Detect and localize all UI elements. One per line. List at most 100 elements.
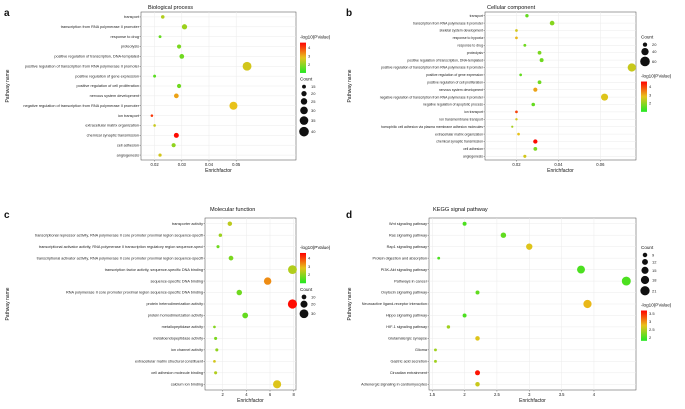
count-legend-label: 15: [652, 268, 657, 273]
pvalue-colorbar-segment: [641, 92, 647, 94]
count-legend-dot: [642, 252, 648, 258]
count-legend-label: 20: [311, 302, 316, 307]
y-axis-title: Pathway name: [347, 69, 353, 102]
count-legend-label: 9: [652, 252, 655, 257]
count-legend-label: 21: [652, 288, 657, 293]
pathway-label: transcriptional activator activity, RNA …: [39, 245, 203, 249]
pvalue-legend-label: 3: [649, 319, 652, 324]
legend: -log10(PValue) 2 3 4 Count 15 20 25 30 35 40: [299, 35, 331, 137]
pathway-label: Rap1 signaling pathway: [387, 245, 427, 249]
count-legend-dot: [300, 98, 308, 105]
data-point: [583, 299, 592, 309]
pvalue-colorbar-segment: [300, 278, 306, 281]
pvalue-colorbar-segment: [641, 320, 647, 322]
pvalue-colorbar-segment: [641, 89, 647, 91]
count-legend-dot: [301, 294, 307, 300]
panel-letter: c: [4, 210, 10, 221]
pvalue-colorbar-segment: [641, 94, 647, 96]
pathway-label: Circadian entrainment: [390, 371, 428, 375]
x-tick-label: 8: [292, 392, 295, 397]
data-point: [236, 289, 243, 296]
count-legend-dot: [299, 126, 309, 137]
x-tick-label: 0.06: [596, 162, 605, 167]
pathway-label: negative regulation of transcription fro…: [380, 95, 484, 99]
data-point: [213, 359, 216, 363]
count-legend-title: Count: [641, 35, 654, 40]
count-legend-dot: [300, 106, 308, 115]
pvalue-colorbar-segment: [300, 276, 306, 279]
data-point: [160, 15, 165, 19]
pvalue-colorbar-segment: [641, 83, 647, 85]
pathway-label: cell adhesion: [463, 147, 483, 151]
data-point: [462, 221, 467, 226]
pvalue-colorbar-segment: [641, 100, 647, 102]
pvalue-colorbar-segment: [300, 254, 306, 257]
data-point: [601, 93, 609, 101]
pvalue-colorbar-segment: [300, 271, 306, 274]
pvalue-colorbar-segment: [641, 101, 647, 103]
pathway-label: positive regulation of gene expression: [426, 73, 483, 77]
legend: Count 20 40 60 -log10(PValue) 2 3 4: [640, 35, 672, 112]
x-axis-title: Enrichfactor: [547, 168, 574, 174]
pvalue-colorbar-segment: [641, 314, 647, 316]
pvalue-colorbar-segment: [300, 262, 306, 265]
pathway-label: transcription factor activity, sequence-…: [105, 268, 203, 272]
pvalue-colorbar-segment: [641, 330, 647, 332]
count-legend-dot: [300, 300, 308, 308]
count-legend-label: 40: [652, 49, 657, 54]
pathway-label: transport: [470, 14, 483, 18]
pvalue-colorbar-segment: [300, 255, 306, 258]
data-point: [158, 35, 162, 39]
pvalue-colorbar-segment: [641, 98, 647, 100]
x-axis-title: Enrichfactor: [205, 168, 232, 174]
pathway-label: response to drug: [111, 35, 140, 39]
pvalue-colorbar-segment: [641, 337, 647, 339]
pathway-label: ion transport: [464, 110, 483, 114]
pathway-label: proteolysis: [121, 45, 139, 49]
pvalue-colorbar-segment: [641, 316, 647, 318]
pathway-label: Pathways in cancer: [394, 279, 428, 283]
pvalue-colorbar-segment: [300, 68, 306, 70]
pvalue-colorbar-segment: [300, 45, 306, 47]
pathway-label: nervous system development: [90, 94, 140, 98]
pvalue-colorbar-segment: [300, 50, 306, 52]
pvalue-legend-label: 4: [649, 84, 652, 89]
pvalue-colorbar-segment: [300, 257, 306, 260]
pvalue-colorbar-segment: [300, 46, 306, 48]
data-point: [525, 14, 529, 18]
pathway-label: negative regulation of transcription fro…: [23, 104, 139, 108]
pvalue-colorbar-segment: [641, 102, 647, 104]
data-point: [523, 43, 527, 47]
data-point: [181, 24, 188, 30]
count-legend-dot: [299, 309, 309, 319]
pvalue-colorbar-segment: [641, 81, 647, 83]
data-point: [158, 153, 162, 157]
pvalue-colorbar-segment: [300, 264, 306, 267]
data-point: [173, 93, 179, 99]
count-legend-label: 60: [652, 59, 657, 64]
count-legend-dot: [640, 56, 650, 67]
count-legend-dot: [642, 42, 648, 47]
pvalue-colorbar-segment: [641, 317, 647, 319]
pathway-label: transcriptional activator activity, RNA …: [37, 256, 204, 260]
pvalue-colorbar-segment: [641, 93, 647, 95]
pathway-label: nervous system development: [439, 88, 483, 92]
pvalue-colorbar-segment: [641, 336, 647, 338]
pvalue-colorbar-segment: [300, 64, 306, 66]
pvalue-legend-title: -log10(PValue): [300, 245, 331, 250]
pvalue-colorbar-segment: [641, 326, 647, 328]
panel-d: d KEGG signal pathway Wnt signaling pathwa…: [346, 207, 672, 404]
pathway-label: PI3K-Akt signaling pathway: [381, 268, 427, 272]
panel-title: KEGG signal pathway: [433, 207, 488, 213]
data-point: [229, 101, 238, 110]
pvalue-colorbar-segment: [641, 327, 647, 329]
data-point: [515, 110, 518, 114]
count-legend-dot: [642, 259, 648, 265]
count-legend-label: 12: [652, 259, 657, 264]
pvalue-colorbar-segment: [641, 88, 647, 90]
count-legend-dot: [641, 47, 649, 56]
pvalue-colorbar-segment: [641, 318, 647, 320]
pvalue-colorbar-segment: [300, 273, 306, 276]
pathway-label: positive regulation of cell proliferatio…: [77, 84, 139, 88]
pathway-label: extracellular matrix organization: [435, 132, 483, 136]
